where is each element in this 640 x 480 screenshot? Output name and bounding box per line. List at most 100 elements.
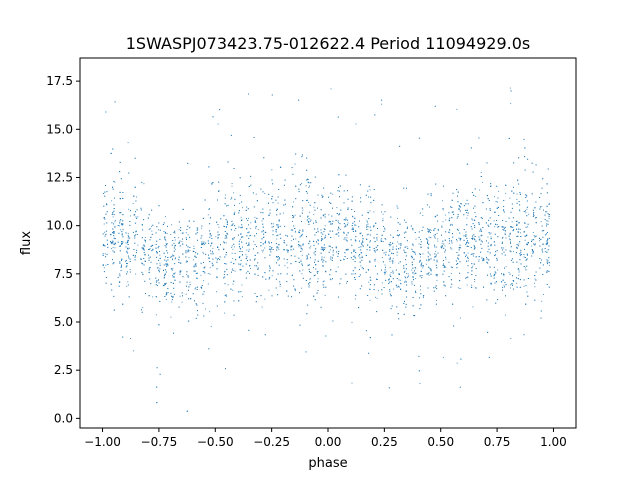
data-point <box>467 276 469 278</box>
data-point <box>284 265 286 267</box>
data-point <box>306 313 308 315</box>
data-point <box>344 224 346 226</box>
data-point <box>284 179 286 181</box>
data-point <box>532 249 534 251</box>
data-point <box>451 207 453 208</box>
data-point <box>140 258 142 260</box>
data-point <box>271 247 273 248</box>
data-point <box>346 249 348 251</box>
data-point <box>407 247 409 249</box>
data-point <box>113 231 115 233</box>
data-point <box>451 248 453 250</box>
data-point <box>230 261 232 263</box>
data-point <box>367 244 369 246</box>
data-point <box>493 275 495 277</box>
data-point <box>458 205 460 207</box>
data-point <box>324 225 326 227</box>
data-point <box>264 272 266 274</box>
data-point <box>368 196 369 198</box>
data-point <box>113 214 115 215</box>
data-point <box>368 185 370 187</box>
data-point <box>353 249 354 251</box>
data-point <box>486 195 488 197</box>
data-point <box>429 229 431 230</box>
data-point <box>369 261 371 263</box>
data-point <box>412 229 414 231</box>
data-point <box>272 234 274 236</box>
data-point <box>466 209 468 211</box>
data-point <box>376 239 378 241</box>
data-point <box>381 257 383 259</box>
data-point <box>107 246 109 248</box>
data-point <box>309 282 311 283</box>
data-point <box>194 255 196 257</box>
data-point <box>203 244 205 245</box>
data-point <box>135 234 136 236</box>
data-point <box>129 269 131 270</box>
data-point <box>280 167 282 168</box>
data-point <box>487 242 489 244</box>
data-point <box>261 220 263 222</box>
data-point <box>275 231 277 233</box>
data-point <box>114 101 116 103</box>
data-point <box>526 206 528 208</box>
data-point <box>271 226 273 228</box>
data-point <box>320 229 322 231</box>
data-point <box>187 249 189 251</box>
data-point <box>534 299 536 301</box>
data-point <box>234 204 235 206</box>
data-point <box>192 293 194 295</box>
data-point <box>192 250 194 252</box>
data-point <box>239 264 241 266</box>
data-point <box>498 190 500 192</box>
data-point <box>202 302 204 304</box>
data-point <box>167 252 169 254</box>
data-point <box>466 277 468 279</box>
data-point <box>120 212 122 214</box>
data-point <box>351 228 353 230</box>
data-point <box>306 179 308 181</box>
data-point <box>287 267 289 269</box>
data-point <box>525 226 527 228</box>
data-point <box>355 236 357 238</box>
data-point <box>242 246 243 248</box>
data-point <box>145 240 146 242</box>
data-point <box>299 229 301 231</box>
data-point <box>308 186 310 188</box>
data-point <box>301 221 302 222</box>
data-point <box>367 190 369 192</box>
data-point <box>149 239 151 241</box>
data-point <box>384 272 386 274</box>
data-point <box>343 219 345 221</box>
data-point <box>496 185 498 187</box>
data-point <box>513 186 514 188</box>
data-point <box>150 283 152 285</box>
data-point <box>406 187 407 189</box>
data-point <box>122 220 124 222</box>
data-point <box>467 212 469 214</box>
data-point <box>351 200 353 202</box>
data-point <box>245 263 247 265</box>
data-point <box>505 266 507 268</box>
data-point <box>186 260 188 262</box>
data-point <box>338 227 340 229</box>
data-point <box>493 220 495 222</box>
data-point <box>323 231 325 233</box>
data-point <box>249 265 250 267</box>
data-point <box>389 293 391 295</box>
data-point <box>397 241 399 243</box>
data-point <box>277 273 279 275</box>
data-point <box>542 243 544 245</box>
data-point <box>172 240 174 241</box>
data-point <box>300 250 302 252</box>
data-point <box>369 226 371 228</box>
data-point <box>526 215 528 217</box>
data-point <box>315 221 317 223</box>
data-point <box>308 268 310 270</box>
data-point <box>373 237 375 239</box>
data-point <box>256 296 257 298</box>
data-point <box>391 252 393 254</box>
data-point <box>546 270 548 272</box>
data-point <box>271 169 273 171</box>
data-point <box>524 239 526 241</box>
